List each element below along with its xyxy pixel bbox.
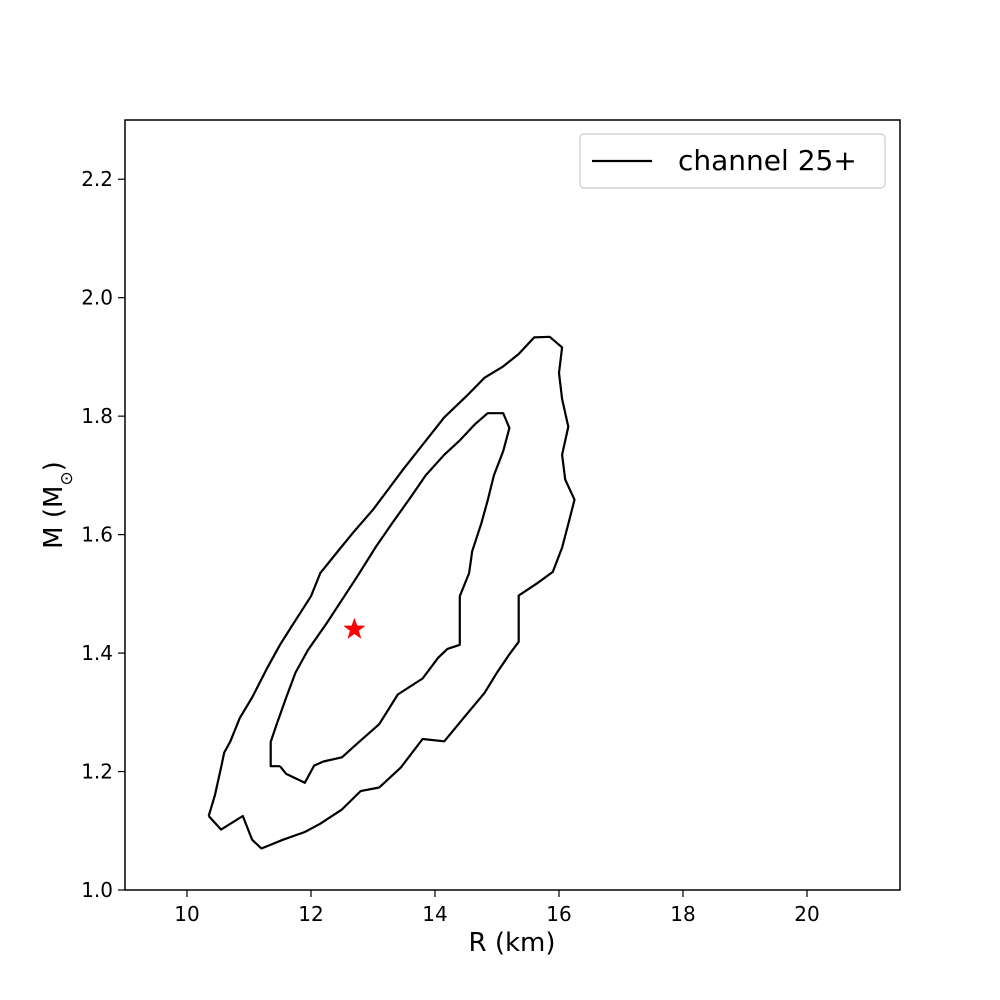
star-marker-shape [343,617,366,639]
y-axis-label-subscript: ⊙ [57,471,77,485]
x-tick-label: 20 [794,902,819,926]
contour-outer [207,335,576,850]
x-axis-ticks: 10 12 14 16 18 20 [174,890,820,926]
y-axis-label-main: M (M [39,486,69,549]
plot-frame [124,119,901,891]
y-tick-label: 1.6 [81,523,113,547]
contour-lines [207,335,576,850]
contour-inner [269,412,511,784]
x-tick-label: 10 [174,902,199,926]
y-tick-label: 1.2 [81,760,113,784]
y-tick-label: 2.0 [81,286,113,310]
star-marker [343,617,366,639]
y-tick-label: 1.8 [81,404,113,428]
legend-label: channel 25+ [678,144,857,177]
x-tick-label: 18 [670,902,695,926]
legend-box [579,133,886,189]
y-axis-label: M (M⊙) [39,461,77,549]
x-axis-label: R (km) [468,928,555,958]
y-tick-label: 2.2 [81,167,113,191]
x-tick-label: 16 [546,902,571,926]
x-tick-label: 14 [422,902,447,926]
y-axis-ticks: 1.0 1.2 1.4 1.6 1.8 2.0 2.2 [81,167,125,902]
y-tick-label: 1.0 [81,878,113,902]
x-tick-label: 12 [298,902,323,926]
y-axis-label-close: ) [39,461,69,471]
y-tick-label: 1.4 [81,641,113,665]
legend: channel 25+ [579,133,886,189]
